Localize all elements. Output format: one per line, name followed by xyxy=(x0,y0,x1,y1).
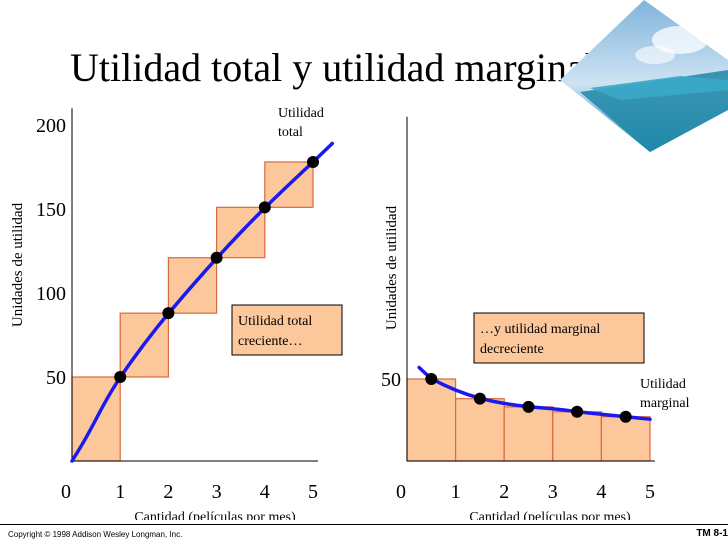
utility-curve xyxy=(417,365,652,421)
curve-label-line: Utilidad xyxy=(278,106,324,121)
annotation-box xyxy=(473,312,645,364)
data-point xyxy=(210,251,223,264)
curve-label-line: Utilidad xyxy=(640,377,686,392)
x-tick-label: 4 xyxy=(596,481,606,503)
curve-label: Utilidad marginal xyxy=(640,377,690,411)
data-point xyxy=(162,307,175,320)
utility-bar xyxy=(600,416,651,462)
total-utility-chart: 50 100 150 200 0 1 2 3 4 5 Cantidad (películas por… xyxy=(10,106,343,520)
y-axis-label: Unidades de utilidad xyxy=(10,202,26,327)
x-tick-label: 5 xyxy=(645,481,655,503)
y-axis-label: Unidades de utilidad xyxy=(384,205,400,330)
utility-bar xyxy=(406,378,457,462)
data-point xyxy=(473,392,486,405)
y-tick-label: 200 xyxy=(36,115,66,137)
utility-bar xyxy=(503,406,554,462)
annotation-text: Utilidad total creciente… xyxy=(238,314,312,349)
copyright-text: Copyright © 1998 Addison Wesley Longman,… xyxy=(8,530,183,539)
marginal-utility-chart: 50 0 1 2 3 4 5 Cantidad (películas por mes) Unid… xyxy=(381,116,690,520)
x-tick-label: 0 xyxy=(61,481,71,503)
y-tick-label: 150 xyxy=(36,199,66,221)
x-tick-label: 1 xyxy=(451,481,461,503)
curve-label-line: marginal xyxy=(640,396,690,411)
beach-photo xyxy=(560,0,728,152)
curve-label-line: total xyxy=(278,125,303,140)
data-point xyxy=(425,373,438,385)
data-point xyxy=(114,371,127,383)
x-axis-label: Cantidad (películas por mes) xyxy=(134,510,296,520)
annotation-box xyxy=(231,304,343,356)
x-tick-label: 5 xyxy=(308,481,318,503)
annotation-line: Utilidad total xyxy=(238,314,312,329)
annotation-text: …y utilidad marginal decreciente xyxy=(480,322,600,357)
annotation-line: decreciente xyxy=(480,342,544,357)
data-point xyxy=(258,201,271,214)
slide-id: TM 8-1 xyxy=(696,528,728,539)
x-tick-label: 3 xyxy=(548,481,558,503)
annotation-line: …y utilidad marginal xyxy=(480,322,600,337)
x-tick-label: 2 xyxy=(163,481,173,503)
x-tick-label: 2 xyxy=(499,481,509,503)
page-title: Utilidad total y utilidad marginal xyxy=(70,45,596,90)
data-point xyxy=(307,155,319,168)
utility-bar xyxy=(455,398,505,462)
y-tick-label: 100 xyxy=(36,283,66,305)
x-tick-label: 0 xyxy=(396,481,406,503)
y-tick-label: 50 xyxy=(381,369,401,391)
data-point xyxy=(522,400,535,413)
curve-label: Utilidad total xyxy=(278,106,324,140)
utility-curve xyxy=(70,141,335,463)
utility-bar xyxy=(552,411,602,462)
x-tick-label: 1 xyxy=(115,481,125,503)
x-tick-label: 4 xyxy=(260,481,270,503)
data-point xyxy=(571,405,584,418)
x-axis-label: Cantidad (películas por mes) xyxy=(469,510,631,520)
x-tick-label: 3 xyxy=(212,481,222,503)
footer-divider xyxy=(0,524,728,525)
annotation-line: creciente… xyxy=(238,334,303,349)
data-point xyxy=(619,410,632,423)
y-tick-label: 50 xyxy=(46,367,66,389)
